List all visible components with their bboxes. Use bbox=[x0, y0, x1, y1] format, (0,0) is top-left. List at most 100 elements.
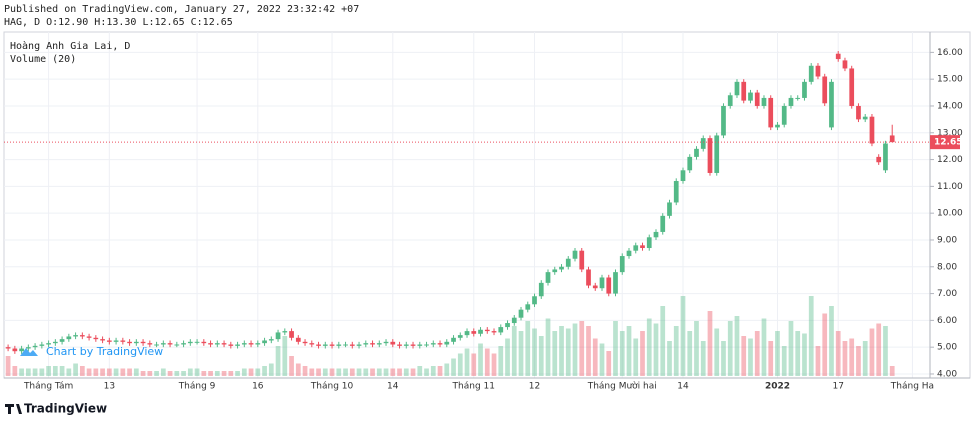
volume-bar bbox=[808, 296, 814, 376]
x-tick-label: 16 bbox=[252, 382, 264, 392]
candle-body bbox=[100, 339, 105, 341]
candle-body bbox=[545, 272, 551, 283]
volume-bar bbox=[46, 366, 51, 376]
volume-bar bbox=[356, 368, 362, 376]
volume-bar bbox=[754, 331, 760, 376]
y-tick-label: 9.00 bbox=[937, 235, 957, 245]
candle-body bbox=[862, 116, 868, 120]
volume-bar bbox=[802, 333, 807, 376]
volume-bar bbox=[39, 368, 45, 376]
candle-body bbox=[322, 344, 328, 346]
candle-body bbox=[437, 343, 443, 345]
volume-bar bbox=[5, 356, 11, 376]
volume-bar bbox=[147, 371, 153, 376]
volume-bar bbox=[437, 366, 443, 376]
candle-body bbox=[552, 269, 558, 273]
volume-bar bbox=[289, 356, 294, 376]
candle-body bbox=[376, 343, 382, 345]
volume-bar bbox=[640, 331, 645, 376]
candle-body bbox=[309, 343, 315, 345]
candle-body bbox=[633, 245, 639, 251]
candle-body bbox=[673, 181, 679, 203]
candle-body bbox=[572, 250, 578, 259]
volume-bar bbox=[451, 358, 456, 376]
volume-bar bbox=[403, 368, 409, 376]
candle-body bbox=[626, 250, 632, 257]
volume-bar bbox=[201, 371, 207, 376]
candle-body bbox=[363, 343, 369, 345]
candle-body bbox=[140, 341, 146, 344]
candle-body bbox=[187, 341, 193, 344]
volume-bar bbox=[12, 366, 18, 376]
candle-body bbox=[835, 53, 841, 60]
candle-body bbox=[167, 343, 173, 345]
candle-body bbox=[147, 343, 153, 345]
candle-body bbox=[714, 135, 720, 173]
volume-bar bbox=[322, 368, 328, 376]
x-tick-label: Tháng Tám bbox=[23, 382, 73, 392]
x-tick-label: 14 bbox=[677, 382, 689, 392]
volume-bar bbox=[579, 321, 585, 376]
candle-body bbox=[727, 95, 733, 106]
candle-body bbox=[687, 156, 693, 171]
candle-body bbox=[316, 344, 321, 346]
volume-bar bbox=[376, 368, 382, 376]
volume-bar bbox=[518, 331, 524, 376]
candle-body bbox=[457, 335, 463, 338]
volume-bar bbox=[667, 341, 672, 376]
volume-bar bbox=[653, 323, 659, 376]
candle-body bbox=[586, 269, 591, 286]
candle-body bbox=[795, 97, 801, 99]
last-price-label: 12.65 bbox=[934, 138, 962, 148]
volume-bar bbox=[552, 331, 558, 376]
volume-bar bbox=[390, 368, 396, 376]
y-tick-label: 6.00 bbox=[937, 316, 957, 326]
volume-bar bbox=[869, 328, 875, 376]
volume-bar bbox=[187, 368, 193, 376]
candle-body bbox=[73, 335, 78, 337]
volume-bar bbox=[788, 321, 794, 376]
candle-body bbox=[646, 237, 652, 249]
candle-body bbox=[235, 344, 240, 346]
volume-bar bbox=[457, 353, 463, 376]
volume-bar bbox=[721, 341, 726, 376]
volume-bar bbox=[714, 328, 720, 376]
candle-body bbox=[883, 143, 888, 171]
volume-bar bbox=[32, 368, 38, 376]
candle-body bbox=[120, 340, 126, 342]
candle-body bbox=[228, 344, 234, 346]
volume-bar bbox=[424, 368, 429, 376]
candle-body bbox=[559, 266, 564, 270]
volume-bar bbox=[221, 371, 227, 376]
candle-body bbox=[518, 309, 524, 318]
volume-bar bbox=[673, 326, 679, 376]
watermark: Chart by TradingView bbox=[20, 345, 163, 358]
last-price-badge bbox=[930, 135, 960, 150]
candle-body bbox=[889, 135, 895, 143]
grid bbox=[4, 32, 930, 378]
candle-body bbox=[538, 282, 544, 297]
candle-body bbox=[525, 304, 531, 310]
volume-bar bbox=[883, 326, 888, 376]
volume-bar bbox=[154, 371, 159, 376]
candle-body bbox=[532, 296, 537, 305]
volume-bar bbox=[741, 336, 747, 376]
candle-body bbox=[822, 76, 828, 104]
candle-body bbox=[876, 156, 882, 163]
candle-body bbox=[12, 348, 18, 352]
candle-body bbox=[52, 341, 58, 344]
volume-bar bbox=[822, 313, 828, 376]
volume-bar bbox=[505, 338, 510, 376]
ohlc-line: HAG, D O:12.90 H:13.30 L:12.65 C:12.65 bbox=[4, 17, 233, 28]
candle-body bbox=[660, 215, 666, 232]
candle-body bbox=[424, 344, 429, 346]
watermark-icon bbox=[20, 348, 38, 356]
volume-bar bbox=[559, 326, 564, 376]
candle-body bbox=[66, 336, 72, 340]
candle-body bbox=[397, 344, 402, 346]
candle-body bbox=[221, 343, 227, 345]
volume-bar bbox=[748, 338, 753, 376]
candle-body bbox=[484, 329, 490, 332]
candle-body bbox=[667, 202, 672, 216]
